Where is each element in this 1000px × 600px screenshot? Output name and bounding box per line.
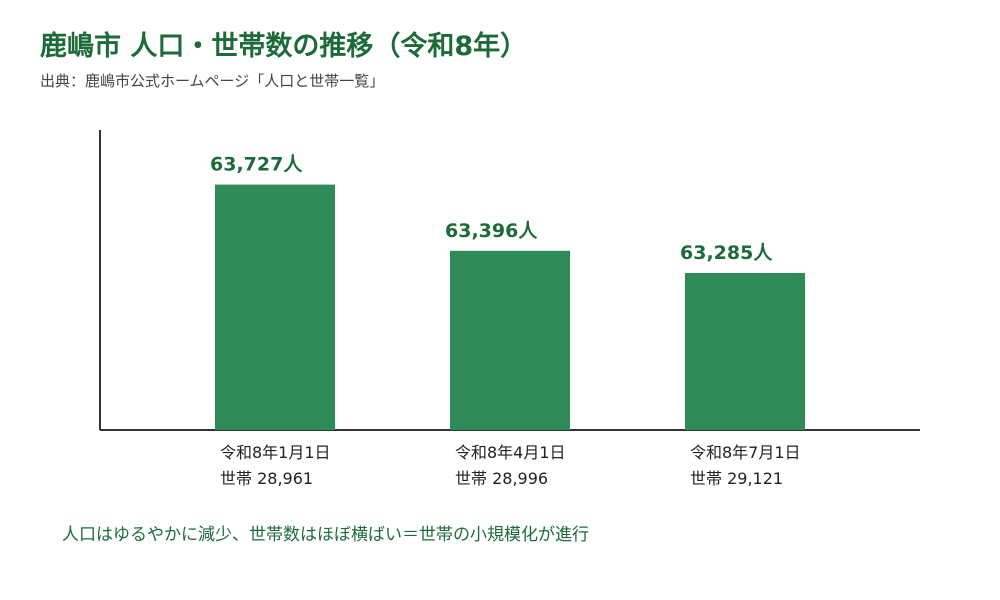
bar-value-label-1: 63,727人 (210, 154, 303, 176)
category-date: 令和8年4月1日 (455, 443, 566, 462)
category-date: 令和8年1月1日 (220, 443, 331, 462)
bar-value-label-3: 63,285人 (680, 242, 773, 264)
household-count: 世帯 28,996 (455, 469, 549, 488)
category-label-2: 令和8年4月1日 世帯 28,996 (455, 440, 566, 492)
bar-value-label-2: 63,396人 (445, 220, 538, 242)
category-date: 令和8年7月1日 (690, 443, 801, 462)
bar-3 (685, 273, 805, 430)
chart-note: 人口はゆるやかに減少、世帯数はほぼ横ばい＝世帯の小規模化が進行 (62, 525, 589, 545)
household-count: 世帯 29,121 (690, 469, 784, 488)
bar-1 (215, 184, 335, 430)
category-label-1: 令和8年1月1日 世帯 28,961 (220, 440, 331, 492)
household-count: 世帯 28,961 (220, 469, 314, 488)
category-label-3: 令和8年7月1日 世帯 29,121 (690, 440, 801, 492)
chart-source: 出典：鹿嶋市公式ホームページ「人口と世帯一覧」 (40, 72, 385, 90)
bar-2 (450, 250, 570, 430)
chart-title: 鹿嶋市 人口・世帯数の推移（令和8年） (40, 31, 528, 62)
